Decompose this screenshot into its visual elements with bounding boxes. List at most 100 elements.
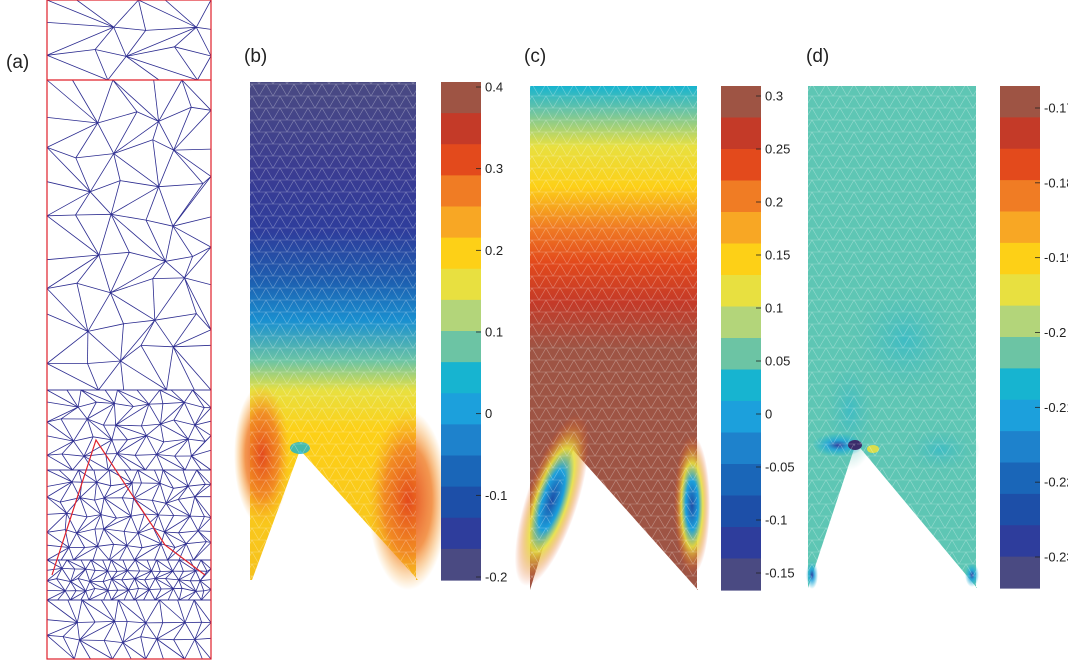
mesh-edge [70, 568, 76, 582]
mesh-edge [111, 570, 128, 580]
mesh-edge [126, 26, 197, 57]
mesh-edge [179, 590, 197, 601]
colorbar-b-swatch [441, 175, 481, 208]
mesh-edge [70, 581, 86, 592]
mesh-edge [173, 485, 189, 489]
mesh-edge [46, 619, 78, 623]
mesh-edge [133, 498, 159, 516]
colorbar-c-swatch [721, 338, 761, 371]
mesh-edge [46, 254, 99, 261]
colorbar-b-swatch [441, 548, 481, 581]
mesh-edge [178, 543, 187, 561]
mesh-edge [165, 502, 191, 517]
mesh-edge [110, 186, 159, 215]
mesh-edge [187, 424, 196, 440]
mesh-edge [113, 121, 159, 154]
colorbar-d-swatch [1000, 368, 1040, 401]
mesh-edge [96, 481, 111, 487]
mesh-edge [159, 389, 185, 403]
mesh-edge [113, 153, 121, 181]
mesh-edge [164, 531, 187, 545]
mesh-edge [77, 578, 87, 592]
mesh-edge [46, 191, 91, 217]
mesh-edge [197, 530, 207, 542]
mesh-edge [141, 403, 150, 427]
mesh-edge [156, 454, 175, 457]
mesh-edge [137, 532, 162, 545]
mesh-edge [66, 389, 79, 408]
field-plot-d [806, 86, 980, 589]
mesh-edge [87, 514, 102, 518]
mesh-edge [80, 389, 97, 403]
colorbar-c-swatch [721, 212, 761, 245]
mesh-edge [46, 54, 108, 81]
mesh-edge [165, 578, 174, 589]
mesh-edge [144, 570, 152, 581]
mesh-edge [155, 578, 174, 590]
mesh-edge [146, 435, 157, 455]
mesh-edge [75, 191, 91, 216]
colorbar-c-swatch [721, 306, 761, 339]
mesh-boundary [46, 0, 212, 660]
mesh-edge [160, 402, 185, 425]
mesh-edge [58, 469, 73, 483]
mesh-edge [113, 139, 153, 154]
field-plot-c [514, 86, 710, 590]
mesh-edge [185, 530, 199, 544]
colorbar-c-tick-label: 0.05 [765, 354, 790, 369]
mesh-edge [164, 515, 191, 533]
mesh-edge [46, 481, 73, 498]
mesh-edge [61, 453, 85, 457]
mesh-edge [127, 570, 135, 579]
mesh-edge [158, 514, 174, 516]
mesh-edge [121, 497, 132, 517]
mesh-edge [146, 423, 161, 436]
mesh-edge [172, 579, 180, 589]
mesh-edge [172, 346, 195, 391]
panel-label-a: (a) [6, 52, 29, 73]
mesh-edge [103, 403, 115, 426]
mesh-edge [46, 622, 78, 636]
mesh-edge [152, 139, 160, 187]
colorbar-b-swatch [441, 237, 481, 270]
mesh-edge [117, 389, 134, 407]
mesh-edge [189, 580, 197, 592]
mesh-edge [156, 438, 189, 455]
mesh-edge [162, 469, 174, 489]
colorbar-d-tick-label: -0.2 [1044, 325, 1066, 340]
mesh-edge [67, 599, 78, 623]
mesh-edge [90, 559, 96, 571]
mesh-edge [98, 360, 121, 391]
mesh-edge [76, 622, 80, 641]
mesh-edge [111, 578, 119, 591]
mesh-edge [70, 590, 86, 601]
mesh-edge [134, 543, 162, 561]
mesh-edge [46, 512, 67, 515]
mesh-edge [152, 514, 159, 529]
mesh-edge [133, 498, 153, 501]
mesh-edge [110, 278, 153, 294]
mesh-edge [158, 121, 175, 151]
mesh-edge [200, 579, 212, 582]
mesh-edge [188, 438, 206, 442]
mesh-edge [129, 251, 166, 262]
mesh-edge [154, 277, 185, 321]
mesh-edge [165, 503, 175, 516]
mesh-edge [126, 56, 198, 81]
mesh-edge [66, 559, 86, 570]
colorbar-c-tick-label: 0.25 [765, 142, 790, 157]
mesh-edge [159, 389, 164, 404]
mesh-edge [196, 26, 212, 30]
mesh-edge [76, 0, 114, 28]
mesh-edge [79, 639, 105, 641]
mesh-edge [76, 254, 100, 284]
mesh-edge [191, 106, 212, 111]
mesh-edge [46, 147, 91, 193]
mesh-edge [134, 547, 143, 561]
mesh-edge [156, 622, 164, 640]
colorbar-b-tick-label: 0.3 [485, 161, 503, 176]
mesh-edge [46, 214, 76, 217]
colorbar-b-swatch [441, 206, 481, 239]
mesh-edge [122, 497, 134, 499]
mesh-edge [178, 496, 195, 500]
